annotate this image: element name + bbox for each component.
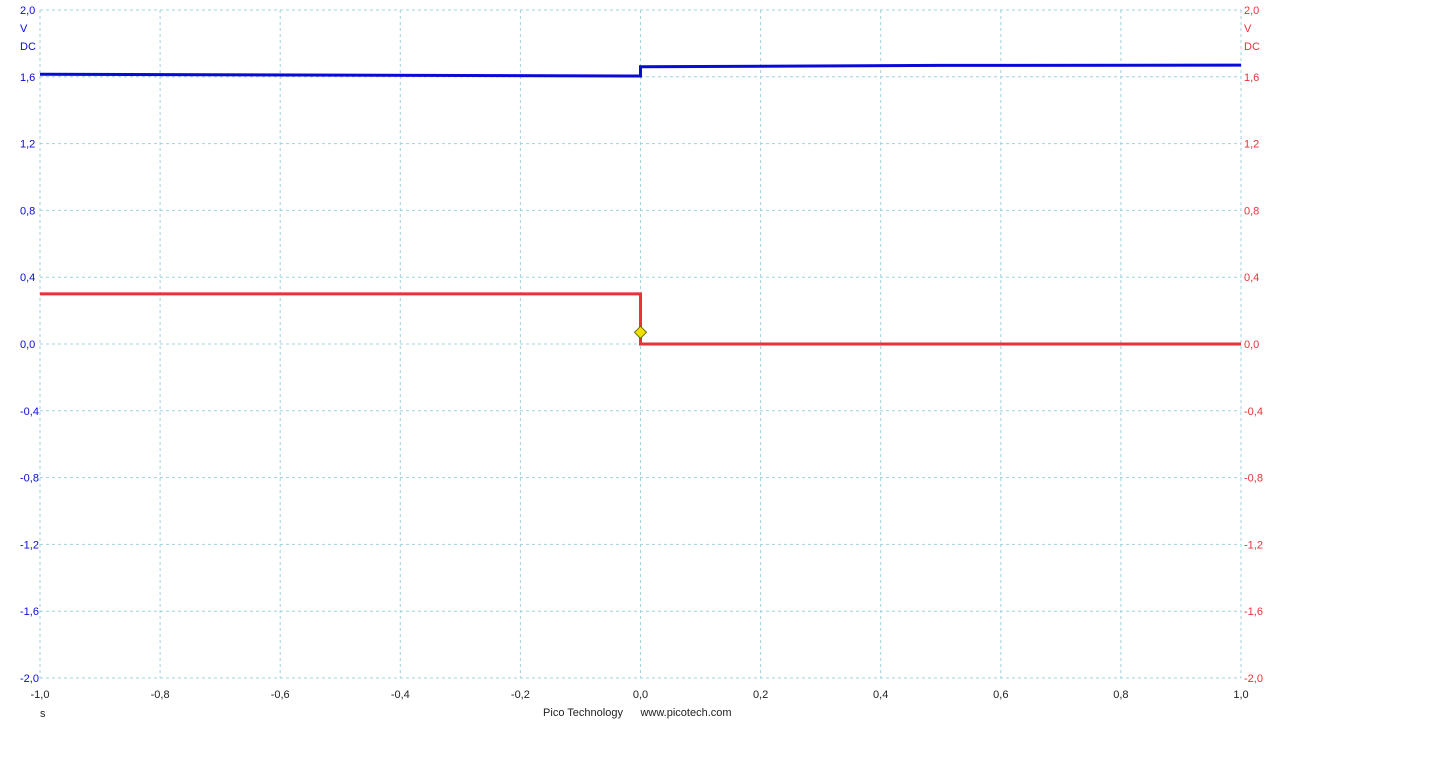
y-left-tick-label: -1,6 — [20, 606, 39, 618]
x-tick-label: -0,8 — [151, 689, 170, 701]
x-tick-label: 1,0 — [1233, 689, 1248, 701]
y-left-tick-label: -0,4 — [20, 406, 39, 418]
footer-brand: Pico Technology — [543, 707, 623, 719]
y-left-tick-label: 1,2 — [20, 139, 35, 151]
x-tick-label: 0,0 — [633, 689, 648, 701]
x-tick-label: -1,0 — [31, 689, 50, 701]
y-left-tick-label: -0,8 — [20, 473, 39, 485]
x-tick-label: 0,2 — [753, 689, 768, 701]
x-unit-label: s — [40, 708, 46, 720]
y-right-tick-label: 0,0 — [1244, 339, 1259, 351]
y-left-unit-label: DC — [20, 41, 36, 53]
y-left-tick-label: 0,0 — [20, 339, 35, 351]
y-right-tick-label: -1,2 — [1244, 539, 1263, 551]
x-tick-label: 0,8 — [1113, 689, 1128, 701]
y-left-tick-label: 1,6 — [20, 72, 35, 84]
y-left-tick-label: 0,4 — [20, 272, 35, 284]
trigger-marker-group[interactable] — [633, 325, 648, 340]
x-tick-label: -0,2 — [511, 689, 530, 701]
y-right-tick-label: -1,6 — [1244, 606, 1263, 618]
axis-labels: -1,0 -0,8 -0,6 -0,4 -0,2 0,0 0,2 0,4 0,6 0,8 1,0 2,… — [20, 5, 1263, 720]
y-right-unit-label: DC — [1244, 41, 1260, 53]
y-right-unit-label: V — [1244, 23, 1252, 35]
footer-url: www.picotech.com — [639, 707, 731, 719]
channel-a-trace — [39, 63, 1242, 78]
y-left-tick-label: 0,8 — [20, 205, 35, 217]
x-tick-label: -0,4 — [391, 689, 410, 701]
trigger-marker-icon[interactable] — [633, 325, 648, 340]
y-right-tick-label: -0,4 — [1244, 406, 1263, 418]
y-right-tick-label: 2,0 — [1244, 5, 1259, 17]
y-right-tick-label: 1,2 — [1244, 139, 1259, 151]
y-right-tick-label: 1,6 — [1244, 72, 1259, 84]
y-right-tick-label: -0,8 — [1244, 473, 1263, 485]
y-left-tick-label: 2,0 — [20, 5, 35, 17]
y-right-tick-label: 0,8 — [1244, 205, 1259, 217]
y-left-tick-label: -1,2 — [20, 539, 39, 551]
y-left-unit-label: V — [20, 23, 28, 35]
y-right-tick-label: 0,4 — [1244, 272, 1259, 284]
x-tick-label: 0,6 — [993, 689, 1008, 701]
x-tick-label: -0,6 — [271, 689, 290, 701]
x-tick-label: 0,4 — [873, 689, 888, 701]
y-right-tick-label: -2,0 — [1244, 673, 1263, 685]
y-left-tick-label: -2,0 — [20, 673, 39, 685]
footer: Pico Technology www.picotech.com — [543, 707, 732, 719]
